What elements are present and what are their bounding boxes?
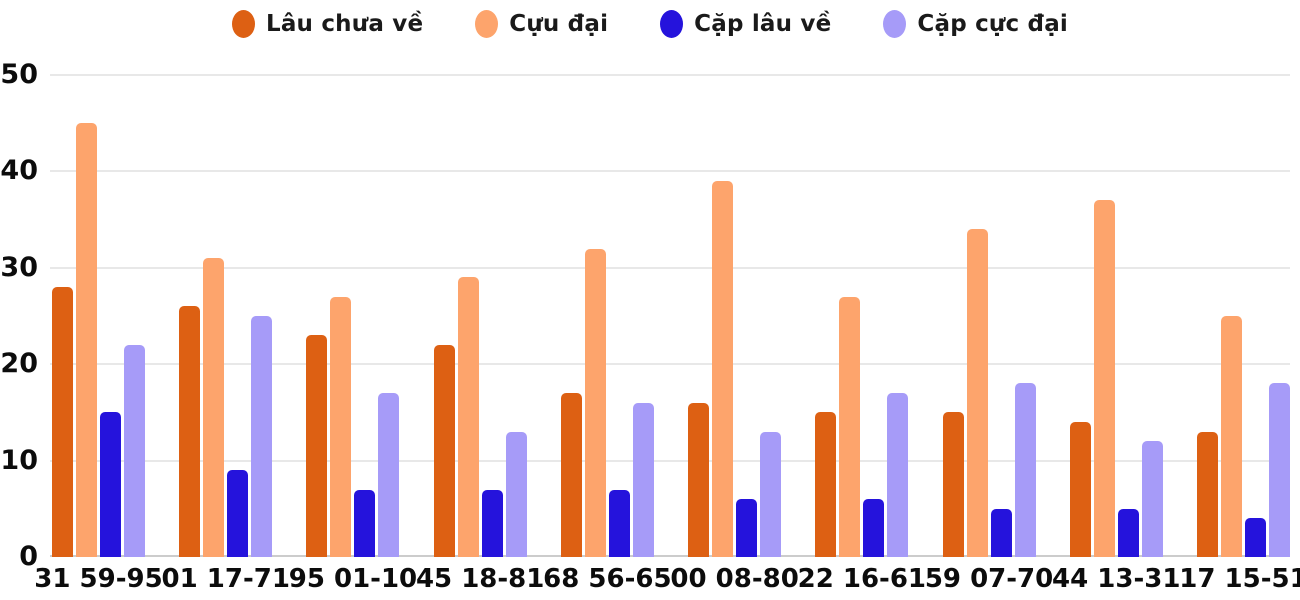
bar-series-0-category-9[interactable] xyxy=(1196,431,1218,557)
bar-group-7: 59 07-70 xyxy=(925,75,1053,592)
legend-swatch-icon xyxy=(660,10,684,38)
legend-item-series-3[interactable]: Cặp cực đại xyxy=(883,10,1068,38)
bar-series-2-category-4[interactable] xyxy=(608,489,630,557)
bar-series-1-category-3[interactable] xyxy=(457,277,479,557)
bar-group-2: 95 01-10 xyxy=(289,75,417,592)
legend-label: Lâu chưa về xyxy=(265,11,424,37)
bar-group-0: 31 59-95 xyxy=(34,75,163,592)
x-axis-category-label: 22 16-61 xyxy=(797,564,927,594)
legend-label: Cặp lâu về xyxy=(694,11,832,37)
bar-series-3-category-5[interactable] xyxy=(760,431,782,557)
legend-label: Cặp cực đại xyxy=(917,11,1068,37)
y-axis-tick-label: 0 xyxy=(19,540,38,572)
bar-series-2-category-2[interactable] xyxy=(354,489,376,557)
legend-label: Cựu đại xyxy=(509,11,609,37)
gridline xyxy=(50,74,1290,76)
bar-series-2-category-3[interactable] xyxy=(481,489,503,557)
bar-series-2-category-8[interactable] xyxy=(1117,508,1139,557)
bar-group-9: 17 15-51 xyxy=(1179,75,1300,592)
bar-series-1-category-2[interactable] xyxy=(330,296,352,557)
y-axis-tick-label: 50 xyxy=(0,58,38,90)
x-axis-category-label: 45 18-81 xyxy=(415,564,545,594)
bar-series-0-category-7[interactable] xyxy=(942,412,964,557)
bar-group-4: 68 56-65 xyxy=(543,75,672,592)
bar-series-2-category-9[interactable] xyxy=(1244,518,1266,557)
bar-series-3-category-0[interactable] xyxy=(124,344,145,557)
x-axis-category-label: 00 08-80 xyxy=(670,564,799,594)
legend-item-series-2[interactable]: Cặp lâu về xyxy=(660,10,831,38)
bar-series-0-category-8[interactable] xyxy=(1069,422,1091,557)
bar-group-8: 44 13-31 xyxy=(1052,75,1180,592)
bar-series-3-category-8[interactable] xyxy=(1141,441,1163,557)
x-axis-category-label: 95 01-10 xyxy=(288,564,418,594)
legend: Lâu chưa về Cựu đại Cặp lâu về Cặp cực đại xyxy=(0,6,1300,42)
x-axis-category-label: 17 15-51 xyxy=(1179,564,1300,594)
legend-item-series-1[interactable]: Cựu đại xyxy=(475,10,608,38)
bar-series-2-category-5[interactable] xyxy=(736,499,758,557)
x-axis-category-label: 59 07-70 xyxy=(924,564,1054,594)
bar-series-0-category-0[interactable] xyxy=(52,287,73,557)
bar-series-0-category-3[interactable] xyxy=(433,344,455,557)
bar-series-3-category-7[interactable] xyxy=(1014,383,1036,557)
bar-series-1-category-4[interactable] xyxy=(584,248,606,557)
x-axis-baseline xyxy=(50,555,1290,557)
bar-series-1-category-6[interactable] xyxy=(839,296,861,557)
x-axis-category-label: 68 56-65 xyxy=(543,564,672,594)
bar-series-3-category-1[interactable] xyxy=(251,316,273,557)
bar-series-0-category-4[interactable] xyxy=(560,393,582,557)
bar-series-1-category-1[interactable] xyxy=(203,258,225,557)
legend-swatch-icon xyxy=(475,10,499,38)
gridline xyxy=(50,363,1290,366)
bar-series-2-category-7[interactable] xyxy=(990,508,1012,557)
gridline xyxy=(50,170,1290,173)
gridlines xyxy=(50,74,1290,557)
bar-series-2-category-1[interactable] xyxy=(227,470,249,557)
y-axis-tick-label: 20 xyxy=(0,348,38,380)
bar-series-3-category-4[interactable] xyxy=(632,402,654,557)
y-axis-tick-label: 10 xyxy=(0,444,38,476)
bar-series-1-category-5[interactable] xyxy=(712,181,734,557)
y-axis-tick-label: 40 xyxy=(0,155,38,187)
bar-series-2-category-6[interactable] xyxy=(863,499,885,557)
bar-group-5: 00 08-80 xyxy=(670,75,799,592)
legend-swatch-icon xyxy=(231,10,255,38)
x-axis-category-label: 31 59-95 xyxy=(34,564,163,594)
bar-series-0-category-6[interactable] xyxy=(815,412,837,557)
y-axis-tick-label: 30 xyxy=(0,251,38,283)
bar-group-1: 01 17-71 xyxy=(162,75,290,592)
legend-swatch-icon xyxy=(883,10,907,38)
bar-series-2-category-0[interactable] xyxy=(100,412,121,557)
bar-series-0-category-5[interactable] xyxy=(688,402,710,557)
bar-group-6: 22 16-61 xyxy=(798,75,926,592)
bar-series-3-category-3[interactable] xyxy=(505,431,527,557)
gridline xyxy=(50,459,1290,462)
x-axis-category-label: 44 13-31 xyxy=(1052,564,1181,594)
bar-series-1-category-8[interactable] xyxy=(1093,200,1115,557)
plot-area: 31 59-95 01 17-71 95 01-10 45 18-81 68 56-65… xyxy=(34,75,1300,592)
bar-group-3: 45 18-81 xyxy=(416,75,544,592)
bar-series-1-category-0[interactable] xyxy=(76,123,97,557)
bar-series-0-category-1[interactable] xyxy=(179,306,201,557)
gridline xyxy=(50,266,1290,269)
bar-series-3-category-9[interactable] xyxy=(1268,383,1290,557)
legend-item-series-0[interactable]: Lâu chưa về xyxy=(231,10,424,38)
y-axis: 0 10 20 30 40 50 xyxy=(0,61,42,570)
bar-series-1-category-7[interactable] xyxy=(966,229,988,557)
bar-series-3-category-2[interactable] xyxy=(378,393,400,557)
bar-series-1-category-9[interactable] xyxy=(1220,316,1242,557)
x-axis-category-label: 01 17-71 xyxy=(161,564,290,594)
bar-series-0-category-2[interactable] xyxy=(306,335,328,557)
bar-series-3-category-6[interactable] xyxy=(887,393,909,557)
